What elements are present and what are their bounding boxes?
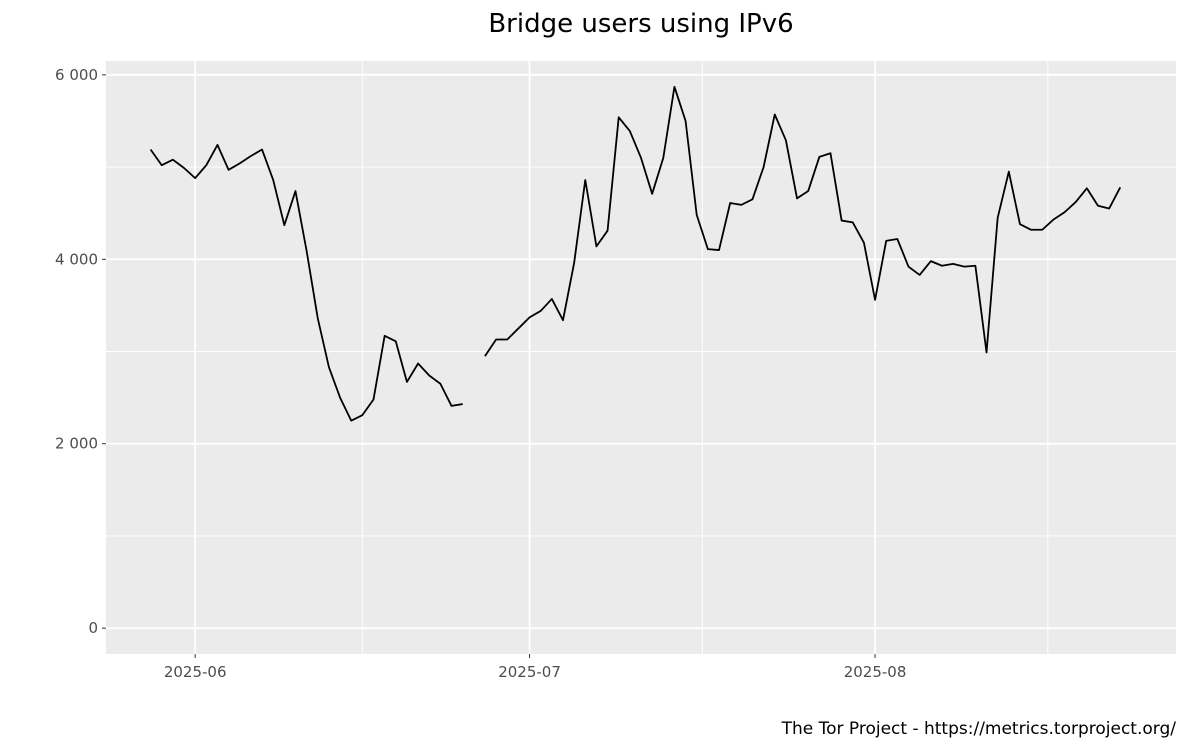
x-tick-label: 2025-08 <box>844 663 907 681</box>
chart-title: Bridge users using IPv6 <box>488 9 793 39</box>
y-axis: 0 2 000 4 000 6 000 <box>55 66 106 637</box>
series-line-segment-2 <box>484 85 1122 357</box>
y-tick-label: 4 000 <box>55 250 98 268</box>
x-tick-label: 2025-06 <box>164 663 227 681</box>
y-tick-label: 6 000 <box>55 66 98 84</box>
x-tick-label: 2025-07 <box>498 663 561 681</box>
y-tick-label: 0 <box>88 619 98 637</box>
x-axis: 2025-06 2025-07 2025-08 <box>164 654 907 681</box>
source-caption: The Tor Project - https://metrics.torpro… <box>781 719 1177 739</box>
major-gridlines <box>106 61 1176 654</box>
series-line-segment-1 <box>149 144 463 422</box>
y-tick-label: 2 000 <box>55 435 98 453</box>
minor-gridlines <box>106 61 1176 654</box>
series-layer <box>149 85 1122 422</box>
plot-panel <box>106 61 1176 654</box>
